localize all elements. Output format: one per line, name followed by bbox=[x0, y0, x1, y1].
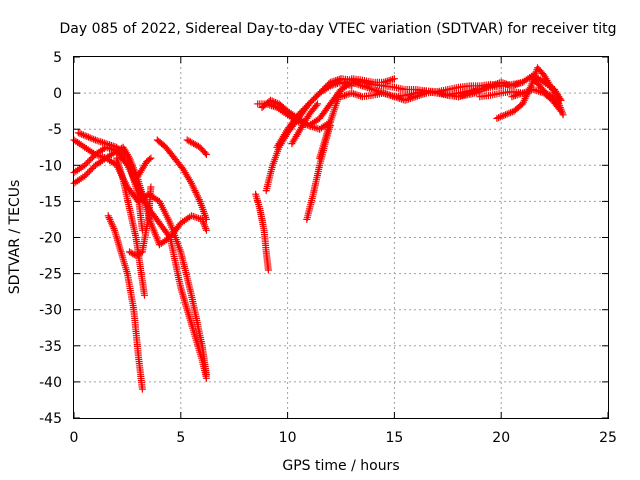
x-tick-label: 10 bbox=[279, 430, 297, 446]
series-markers bbox=[113, 154, 148, 299]
series-markers bbox=[74, 129, 146, 234]
y-tick-label: -5 bbox=[48, 122, 62, 138]
series-markers bbox=[126, 183, 155, 259]
series-markers bbox=[104, 212, 146, 393]
x-tick-label: 15 bbox=[385, 430, 403, 446]
series-sat-d bbox=[74, 129, 146, 234]
x-tick-label: 20 bbox=[492, 430, 510, 446]
series-sat-j bbox=[183, 136, 210, 158]
series-sat-u bbox=[348, 75, 398, 86]
grid-layer bbox=[74, 57, 608, 418]
x-tick-label: 25 bbox=[599, 430, 617, 446]
series-sat-h bbox=[134, 154, 155, 180]
series-markers bbox=[153, 136, 210, 223]
series-sat-e bbox=[104, 212, 146, 393]
series-sat-y bbox=[476, 88, 527, 101]
y-tick-label: -45 bbox=[39, 411, 62, 427]
y-tick-label: -10 bbox=[39, 158, 62, 174]
series-markers bbox=[348, 75, 398, 86]
series-sat-p bbox=[288, 100, 321, 148]
x-tick-label: 0 bbox=[70, 430, 79, 446]
series-markers bbox=[529, 75, 567, 119]
series-markers bbox=[252, 190, 272, 274]
y-tick-label: -30 bbox=[39, 303, 62, 319]
y-tick-label: -40 bbox=[39, 375, 62, 391]
y-tick-label: -35 bbox=[39, 339, 62, 355]
y-tick-label: 5 bbox=[53, 50, 62, 66]
series-markers bbox=[183, 136, 210, 158]
plot-frame bbox=[73, 56, 609, 419]
series-sat-k bbox=[252, 190, 272, 274]
series-sat-g bbox=[126, 183, 155, 259]
series-sat-f bbox=[113, 154, 148, 299]
series-sat-z bbox=[529, 75, 567, 119]
series-sat-i bbox=[153, 136, 210, 223]
x-axis-label: GPS time / hours bbox=[282, 458, 399, 474]
y-tick-label: -25 bbox=[39, 267, 62, 283]
y-axis-label: SDTVAR / TECUs bbox=[7, 180, 23, 295]
x-tick-label: 5 bbox=[176, 430, 185, 446]
y-tick-label: -20 bbox=[39, 231, 62, 247]
series-markers bbox=[134, 154, 155, 180]
y-tick-label: -15 bbox=[39, 194, 62, 210]
series-markers bbox=[288, 100, 321, 148]
axis-ticks: 0 5 10 15 20 25 5 0 -5 -10 -15 -20 -25 -30 -35 -40 -45 bbox=[39, 50, 617, 446]
chart-title: Day 085 of 2022, Sidereal Day-to-day VTE… bbox=[60, 21, 617, 37]
y-tick-label: 0 bbox=[53, 86, 62, 102]
series-markers bbox=[476, 88, 527, 101]
data-markers bbox=[70, 64, 567, 393]
